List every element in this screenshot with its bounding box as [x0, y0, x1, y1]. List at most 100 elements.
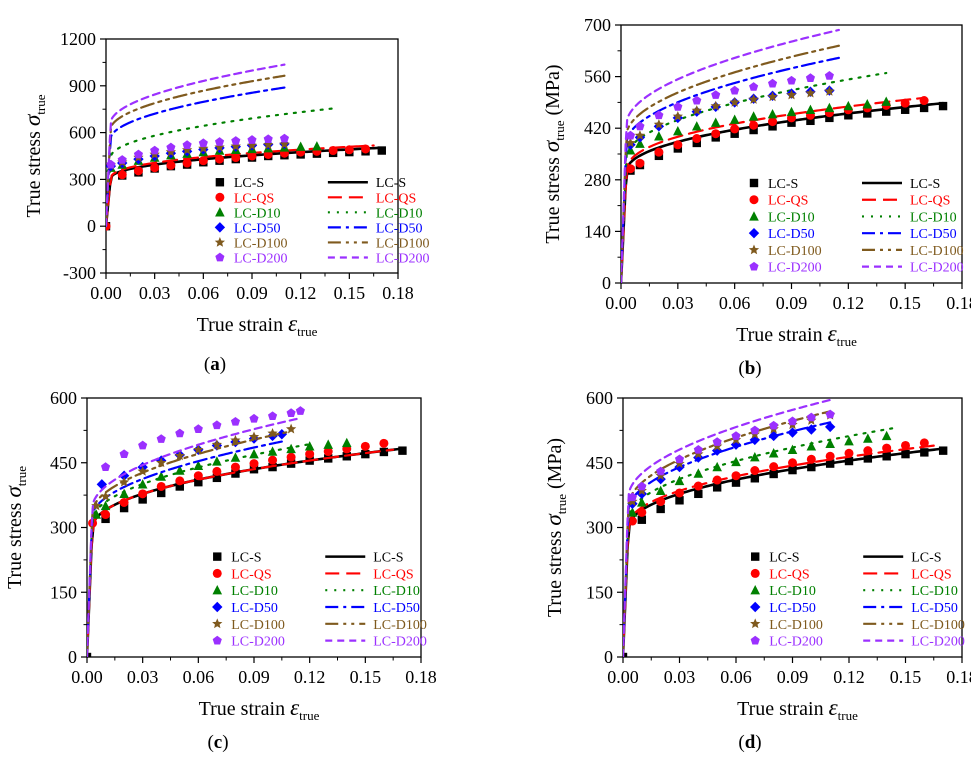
- data-point: [806, 454, 816, 464]
- legend-label: LC-D10: [769, 584, 816, 599]
- y-tick-label: 600: [69, 123, 96, 143]
- legend-label: LC-S: [911, 551, 941, 566]
- data-point: [786, 75, 797, 85]
- x-tick-label: 0.03: [139, 283, 171, 303]
- data-point: [806, 412, 816, 422]
- x-tick-label: 0.00: [71, 667, 103, 687]
- y-tick-label: 0: [604, 647, 613, 667]
- data-point: [182, 158, 192, 168]
- data-point: [214, 137, 225, 146]
- chart-panel-3: 0.00 0.03 0.06 0.09 0.12 0.15 0.18 0 150 300 450 60…: [1, 388, 437, 753]
- data-point: [824, 421, 836, 433]
- data-point: [137, 479, 148, 489]
- data-point: [654, 147, 664, 157]
- data-point: [230, 416, 241, 426]
- data-point: [341, 437, 352, 448]
- plot-area: [87, 406, 407, 657]
- data-point: [138, 440, 148, 450]
- data-point: [788, 465, 797, 475]
- data-point: [787, 444, 798, 454]
- data-point: [214, 141, 225, 152]
- data-point: [919, 438, 929, 448]
- data-point: [361, 449, 370, 459]
- data-point: [247, 151, 257, 161]
- data-point: [230, 462, 240, 472]
- data-point: [693, 481, 703, 491]
- data-point: [825, 113, 834, 123]
- data-point: [749, 178, 759, 188]
- data-point: [627, 492, 637, 502]
- data-point: [786, 89, 797, 100]
- legend-label: LC-D50: [768, 227, 815, 242]
- data-point: [304, 441, 315, 451]
- data-point: [730, 129, 739, 138]
- data-point: [654, 131, 664, 141]
- data-point: [213, 552, 222, 561]
- data-point: [360, 441, 370, 451]
- legend-label: LC-QS: [910, 194, 950, 209]
- data-point: [750, 466, 760, 476]
- y-tick-label: 150: [586, 582, 613, 602]
- data-point: [193, 444, 204, 455]
- data-point: [212, 456, 222, 466]
- data-point: [133, 149, 144, 159]
- data-point: [175, 482, 184, 491]
- data-point: [150, 145, 160, 155]
- data-point: [119, 503, 129, 513]
- data-point: [198, 138, 208, 148]
- data-point: [749, 125, 758, 135]
- x-tick-label: 0.12: [294, 667, 326, 687]
- data-point: [673, 125, 683, 136]
- data-point: [694, 489, 703, 499]
- x-tick-label: 0.15: [890, 667, 922, 687]
- data-point: [900, 98, 910, 108]
- data-point: [711, 90, 721, 99]
- series-line-lc-qs: [87, 448, 395, 657]
- plot-area: [621, 28, 948, 283]
- legend-label: LC-QS: [911, 567, 951, 582]
- data-point: [194, 477, 203, 487]
- data-point: [863, 109, 872, 118]
- data-point: [656, 466, 666, 476]
- data-point: [215, 178, 225, 187]
- data-point: [100, 462, 111, 471]
- legend-label: LC-D100: [373, 618, 427, 633]
- y-tick-label: 0: [602, 273, 611, 293]
- data-point: [731, 471, 741, 481]
- data-point: [767, 78, 778, 88]
- legend-label: LC-D100: [376, 236, 430, 251]
- series-line-lc-d200: [87, 417, 302, 657]
- data-point: [656, 504, 665, 514]
- data-point: [249, 459, 259, 469]
- data-point: [211, 439, 223, 449]
- data-point: [731, 456, 741, 467]
- data-point: [286, 408, 296, 417]
- legend-label: LC-D10: [910, 210, 957, 225]
- data-point: [286, 452, 296, 462]
- data-point: [118, 476, 130, 487]
- x-tick-label: 0.06: [720, 667, 752, 687]
- data-point: [749, 195, 759, 205]
- data-point: [295, 141, 306, 151]
- data-point: [768, 448, 779, 458]
- y-tick-label: 300: [69, 169, 96, 189]
- x-tick-label: 0.09: [776, 293, 808, 313]
- legend-label: LC-S: [234, 176, 264, 191]
- data-point: [249, 413, 259, 423]
- x-tick-label: 0.06: [188, 283, 220, 303]
- legend-label: LC-D10: [373, 584, 420, 599]
- data-point: [295, 406, 305, 415]
- x-tick-label: 0.18: [946, 667, 971, 687]
- data-point: [787, 416, 798, 426]
- legend-label: LC-QS: [231, 567, 271, 582]
- legend-label: LC-D200: [769, 635, 823, 650]
- legend-label: LC-D200: [911, 635, 965, 650]
- data-point: [231, 469, 240, 478]
- data-point: [806, 441, 817, 451]
- y-tick-label: 300: [586, 518, 613, 538]
- data-point: [328, 146, 338, 156]
- data-point: [305, 449, 315, 459]
- data-point: [901, 449, 910, 459]
